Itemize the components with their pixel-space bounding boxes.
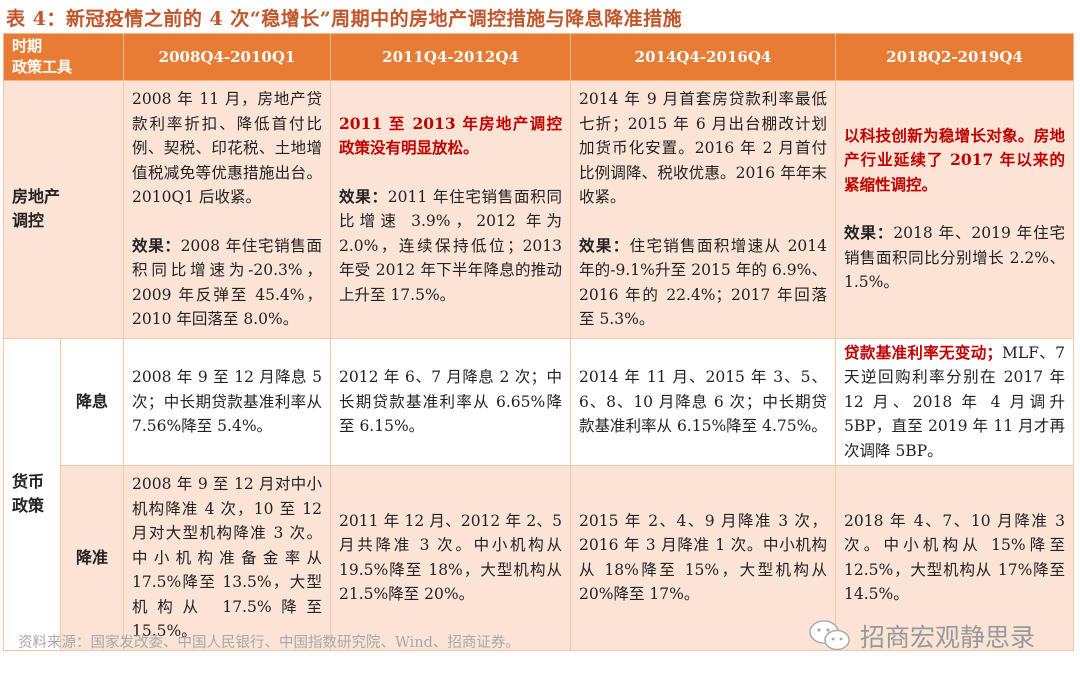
period-header: 2008Q4-2010Q1 (123, 33, 332, 81)
period-header: 2014Q4-2016Q4 (570, 33, 837, 81)
rrr-cut-row: 降准 2008 年 9 至 12 月对中小机构降准 4 次，10 至 12 月对… (3, 465, 1075, 651)
row-label-real-estate: 房地产调控 (2, 80, 125, 339)
cell: 2015 年 2、4、9 月降准 3 次，2016 年 3 月降准 1 次。中小… (570, 465, 837, 651)
cell: 2012 年 6、7 月降息 2 次；中长期贷款基准利率从 6.65%降至 6.… (330, 337, 572, 466)
cell: 2011 至 2013 年房地产调控政策没有明显放松。效果：2011 年住宅销售… (330, 80, 572, 339)
cell: 2008 年 11 月，房地产贷款利率折扣、降低首付比例、契税、印花税、土地增值… (123, 80, 332, 339)
cell: 2008 年 9 至 12 月降息 5 次；中长期贷款基准利率从 7.56%降至… (123, 337, 332, 466)
watermark: 招商宏观静思录 (808, 618, 1035, 654)
policy-table: 时期 政策工具 2008Q4-2010Q1 2011Q4-2012Q4 2014… (2, 33, 1075, 651)
policy-text: 2008 年 11 月，房地产贷款利率折扣、降低首付比例、契税、印花税、土地增值… (132, 90, 323, 206)
period-header: 2018Q2-2019Q4 (835, 33, 1075, 81)
cell: 2011 年 12 月、2012 年 2、5 月共降准 3 次。中小机构从 19… (330, 465, 572, 651)
period-header: 2011Q4-2012Q4 (330, 33, 572, 81)
cell: 贷款基准利率无变动；MLF、7 天逆回购利率分别在 2017 年 12 月、20… (835, 337, 1075, 466)
cell: 2008 年 9 至 12 月对中小机构降准 4 次，10 至 12 月对大型机… (123, 465, 332, 651)
wechat-icon (809, 620, 850, 651)
corner-tool-label: 政策工具 (12, 58, 73, 76)
real-estate-row: 房地产调控 2008 年 11 月，房地产贷款利率折扣、降低首付比例、契税、印花… (2, 80, 1075, 339)
cell: 2014 年 9 月首套房贷款利率最低七折；2015 年 6 月出台棚改计划加货… (570, 80, 837, 339)
policy-text: 2014 年 9 月首套房贷款利率最低七折；2015 年 6 月出台棚改计划加货… (579, 90, 828, 206)
corner-period-label: 时期 (12, 37, 43, 55)
header-row: 时期 政策工具 2008Q4-2010Q1 2011Q4-2012Q4 2014… (2, 33, 1075, 81)
policy-text: 2011 至 2013 年房地产调控政策没有明显放松。 (339, 113, 563, 158)
rate-cut-row: 货币政策 降息 2008 年 9 至 12 月降息 5 次；中长期贷款基准利率从… (3, 337, 1075, 651)
corner-header: 时期 政策工具 (2, 33, 125, 81)
sub-label-rrr-cut: 降准 (59, 465, 125, 651)
cell: 2014 年 11 月、2015 年 3、5、6、8、10 月降息 6 次；中长… (570, 337, 837, 466)
table-title: 表 4：新冠疫情之前的 4 次“稳增长”周期中的房地产调控措施与降息降准措施 (6, 8, 683, 30)
row-label-monetary: 货币政策 (3, 337, 61, 651)
source-note: 资料来源：国家发改委、中国人民银行、中国指数研究院、Wind、招商证券。 (18, 635, 520, 651)
effect-text: 效果：2008 年住宅销售面积同比增速为-20.3%，2009 年反弹至 45.… (132, 235, 323, 329)
cell: 2018 年 4、7、10 月降准 3 次。中小机构从 15%降至 12.5%，… (835, 465, 1075, 651)
effect-text: 效果：2018 年、2019 年住宅销售面积同比分别增长 2.2%、1.5%。 (844, 223, 1066, 292)
effect-text: 效果：住宅销售面积增速从 2014 年的-9.1%升至 2015 年的 6.9%… (579, 235, 828, 329)
sub-label-rate-cut: 降息 (59, 337, 125, 466)
effect-text: 效果：2011 年住宅销售面积同比增速 3.9%，2012 年为 2.0%，连续… (339, 186, 563, 304)
cell: 以科技创新为稳增长对象。房地产行业延续了 2017 年以来的紧缩性调控。 效果：2… (835, 80, 1075, 339)
policy-text: 以科技创新为稳增长对象。房地产行业延续了 2017 年以来的紧缩性调控。 (844, 125, 1066, 194)
watermark-text: 招商宏观静思录 (860, 623, 1036, 652)
